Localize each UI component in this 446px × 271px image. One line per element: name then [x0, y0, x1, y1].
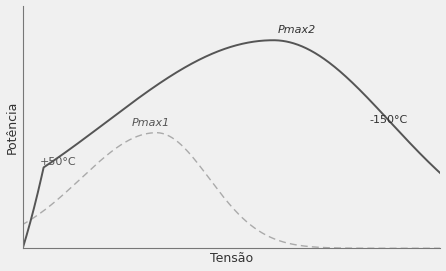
Text: Pmax1: Pmax1	[131, 118, 169, 128]
X-axis label: Tensão: Tensão	[210, 253, 253, 265]
Text: -150°C: -150°C	[369, 115, 408, 125]
Text: Pmax2: Pmax2	[277, 25, 316, 35]
Y-axis label: Potência: Potência	[5, 100, 19, 154]
Text: +50°C: +50°C	[39, 157, 76, 167]
